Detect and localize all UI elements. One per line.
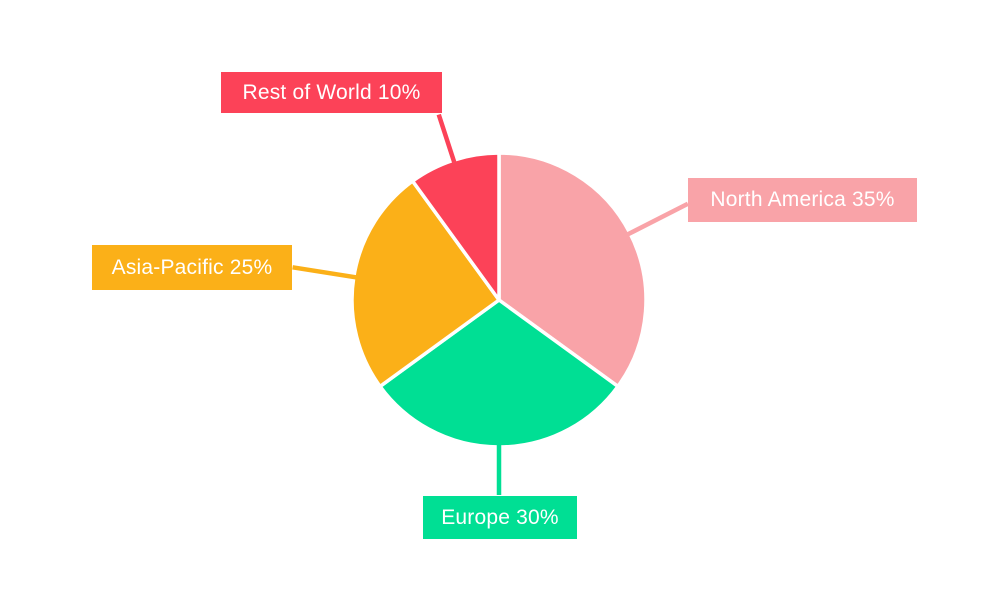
leader-line-north-america: [627, 201, 689, 237]
slice-callout-europe: Europe 30%: [423, 496, 577, 539]
slice-callout-north-america: North America 35%: [688, 178, 917, 222]
leader-line-rest-of-world: [436, 113, 457, 163]
slice-callout-rest-of-world: Rest of World 10%: [221, 72, 442, 113]
slice-callout-asia-pacific: Asia-Pacific 25%: [92, 245, 292, 290]
leader-line-asia-pacific: [292, 265, 357, 280]
